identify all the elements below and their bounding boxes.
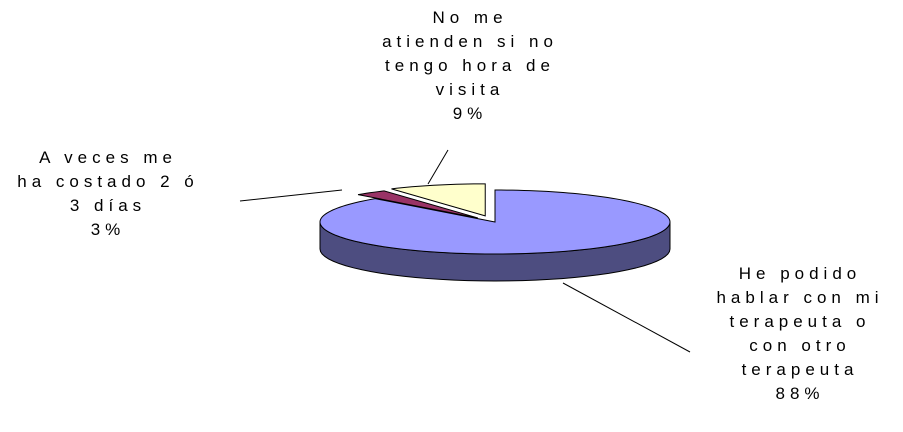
- pie: [319, 183, 671, 282]
- slice: [391, 183, 486, 217]
- category-label: A veces me ha costado 2 ó 3 días: [17, 148, 199, 215]
- leader-line: [427, 149, 449, 185]
- leader-line: [239, 189, 343, 202]
- value-label: 88%: [775, 384, 825, 403]
- slice: [319, 189, 671, 255]
- slice-label: He podido hablar con mi terapeuta o con …: [716, 262, 883, 406]
- slice-label: A veces me ha costado 2 ó 3 días 3%: [17, 146, 199, 242]
- value-label: 9%: [452, 104, 488, 123]
- category-label: No me atienden si no tengo hora de visit…: [382, 8, 558, 99]
- leader-line: [562, 282, 691, 353]
- value-label: 3%: [90, 220, 126, 239]
- slice-label: No me atienden si no tengo hora de visit…: [382, 6, 558, 126]
- category-label: He podido hablar con mi terapeuta o con …: [716, 264, 884, 379]
- slice: [357, 190, 478, 219]
